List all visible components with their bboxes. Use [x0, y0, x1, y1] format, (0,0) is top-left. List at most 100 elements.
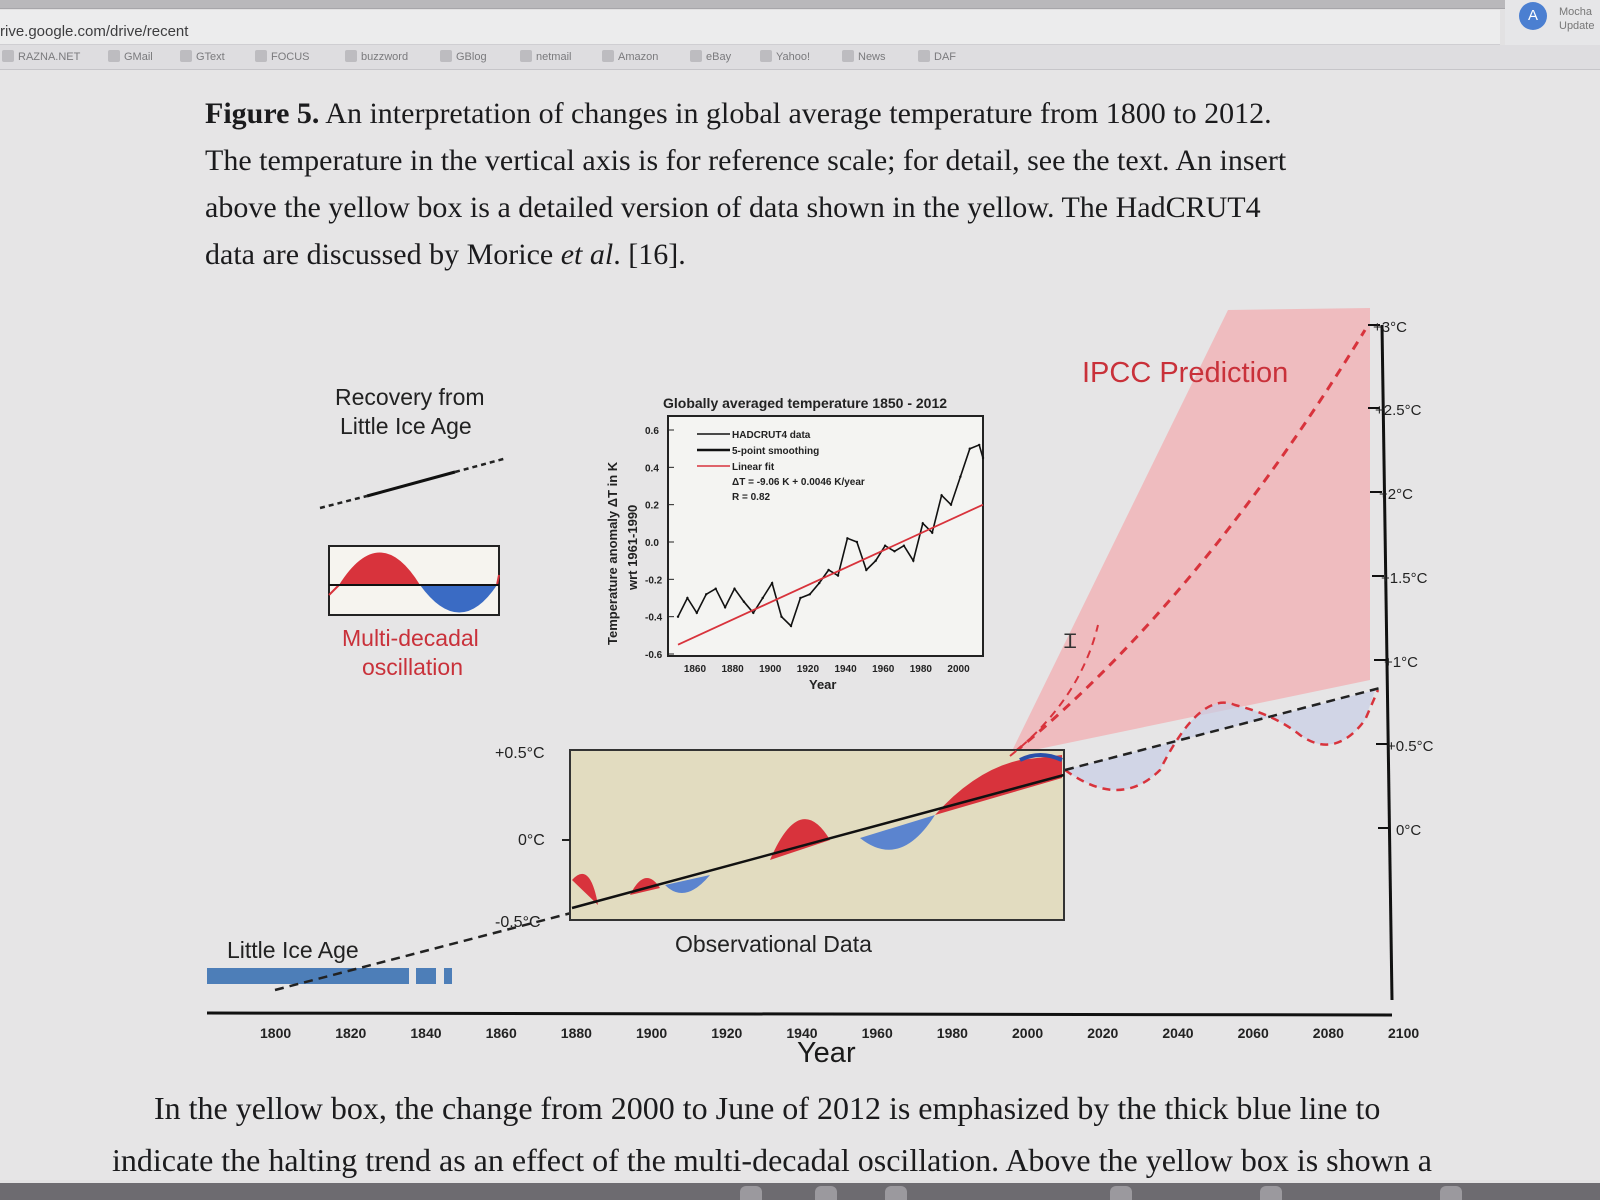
inset-data-point [714, 587, 717, 590]
page-icon [520, 50, 532, 62]
obs-blue-lobe [860, 815, 935, 850]
yahoo-icon [760, 50, 772, 62]
bookmark-news[interactable]: News [842, 50, 886, 63]
ipcc-lower-dashed [1009, 624, 1099, 757]
inset-y-tick-label: 0.2 [645, 501, 659, 512]
inset-data-point [733, 587, 736, 590]
app-store-icon[interactable]: A [1519, 2, 1547, 30]
bookmark-label: GMail [124, 51, 153, 63]
little-ice-age-bar [207, 968, 409, 984]
past-trend-line [274, 910, 576, 992]
future-oscillation-line [1064, 689, 1380, 792]
inset-data-point [676, 615, 680, 618]
x-tick-label: 2060 [1238, 1025, 1269, 1041]
inset-chart: Globally averaged temperature 1850 - 201… [605, 395, 985, 692]
oscillation-legend-edges [328, 574, 500, 596]
bookmark-label: RAZNA.NET [18, 51, 81, 63]
bookmark-label: GText [196, 51, 225, 63]
inset-x-tick-label: 1960 [872, 664, 895, 675]
inset-data-point [931, 531, 934, 534]
recovery-legend-dash-right [454, 456, 508, 474]
recovery-legend-dash-left [319, 494, 368, 510]
bookmark-yahoo[interactable]: Yahoo! [760, 50, 810, 63]
bookmark-gmail[interactable]: GMail [108, 50, 153, 63]
inset-x-ticks: 1860 1880 1900 1920 1940 1960 1980 2000 [684, 664, 970, 675]
little-ice-age-bar-segment [444, 968, 452, 984]
widget-line-1: Mocha [1559, 6, 1593, 18]
inset-data-point [695, 611, 698, 615]
dock-app-icon[interactable] [815, 1186, 837, 1200]
bookmark-label: netmail [536, 51, 572, 63]
dock-app-icon[interactable] [885, 1186, 907, 1200]
bookmark-razna[interactable]: RAZNA.NET [2, 50, 80, 63]
bookmark-focus[interactable]: FOCUS [255, 50, 310, 63]
inset-ylabel-line-2: wrt 1961-1990 [625, 505, 640, 591]
ipcc-dashed-projection [1014, 329, 1367, 754]
inset-x-tick-label: 1920 [797, 664, 820, 675]
site-icon [255, 50, 267, 62]
update-widget[interactable]: A Mocha Update [1505, 0, 1600, 46]
x-tick-label: 1800 [260, 1025, 291, 1041]
inset-data-point [686, 596, 689, 600]
dock-app-icon[interactable] [1260, 1186, 1282, 1200]
url-text[interactable]: rive.google.com/drive/recent [0, 23, 189, 40]
address-bar[interactable]: rive.google.com/drive/recent [0, 10, 1500, 45]
inset-data-point [836, 574, 840, 577]
inset-x-tick-label: 2000 [947, 664, 970, 675]
body-line-2: indicate the halting trend as an effect … [112, 1142, 1432, 1178]
x-tick-label: 1820 [335, 1025, 366, 1041]
obs-blue-lobe [665, 875, 710, 893]
inset-data-point [968, 447, 971, 450]
inset-y-tick-label: -0.2 [645, 575, 663, 586]
obs-linear-trend [571, 773, 1065, 910]
bookmark-daf[interactable]: DAF [918, 50, 956, 63]
x-tick-label: 1920 [711, 1025, 742, 1041]
dock-app-icon[interactable] [1440, 1186, 1462, 1200]
inset-y-tick-label: 0.6 [645, 426, 659, 437]
inset-ylabel-line-1: Temperature anomaly ΔT in K [605, 461, 620, 645]
bookmark-buzzword[interactable]: buzzword [345, 50, 408, 63]
inset-plot-frame [667, 415, 984, 657]
inset-legend-fit: Linear fit [732, 462, 775, 473]
inset-data-point [846, 537, 849, 540]
left-tick-label: -0.5°C [495, 914, 541, 931]
body-line-1: In the yellow box, the change from 2000 … [154, 1090, 1381, 1126]
recovery-label-line-2: Little Ice Age [340, 413, 472, 439]
x-tick-label: 2100 [1388, 1025, 1419, 1041]
text-cursor-icon: Ꮖ [1064, 631, 1077, 653]
x-tick-label: 1860 [486, 1025, 517, 1041]
dock-app-icon[interactable] [1110, 1186, 1132, 1200]
bookmark-label: buzzword [361, 51, 409, 63]
bookmark-label: News [858, 51, 886, 63]
inset-data-point [742, 600, 746, 603]
right-axis-ticks: +3°C +2.5°C +2°C +1.5°C +1°C +0.5°C 0°C [1368, 319, 1434, 839]
x-tick-label: 2000 [1012, 1025, 1043, 1041]
inset-data-point [959, 475, 962, 478]
right-tick-label: +1°C [1384, 654, 1418, 671]
oscillation-legend-blue [420, 585, 497, 613]
left-tick-label: 0°C [518, 832, 545, 849]
inset-data-point [902, 544, 906, 547]
oscillation-label-line-1: Multi-decadal [342, 625, 479, 651]
right-tick-label: +0.5°C [1387, 738, 1434, 755]
inset-data-point [799, 596, 802, 600]
dock-app-icon[interactable] [740, 1186, 762, 1200]
right-tick-label: +3°C [1373, 319, 1407, 336]
inset-y-tick-label: 0.0 [645, 538, 659, 549]
bookmark-gblog[interactable]: GBlog [440, 50, 487, 63]
inset-data-point [855, 540, 859, 544]
bookmark-label: eBay [706, 51, 732, 63]
inset-legend-data: HADCRUT4 data [732, 430, 811, 441]
bookmark-netmail[interactable]: netmail [520, 50, 571, 63]
inset-data-point [705, 593, 708, 596]
caption-text-4a: data are discussed by Morice [205, 238, 561, 271]
bookmark-amazon[interactable]: Amazon [602, 50, 658, 63]
bookmark-ebay[interactable]: eBay [690, 50, 731, 63]
bookmarks-bar: RAZNA.NET GMail GText FOCUS buzzword GBl… [0, 45, 1600, 70]
bookmark-gtext[interactable]: GText [180, 50, 225, 63]
x-axis-label: Year [797, 1037, 856, 1069]
inset-x-tick-label: 1980 [910, 664, 933, 675]
inset-series [676, 443, 985, 646]
x-tick-label: 1960 [862, 1025, 893, 1041]
dock [0, 1183, 1600, 1200]
